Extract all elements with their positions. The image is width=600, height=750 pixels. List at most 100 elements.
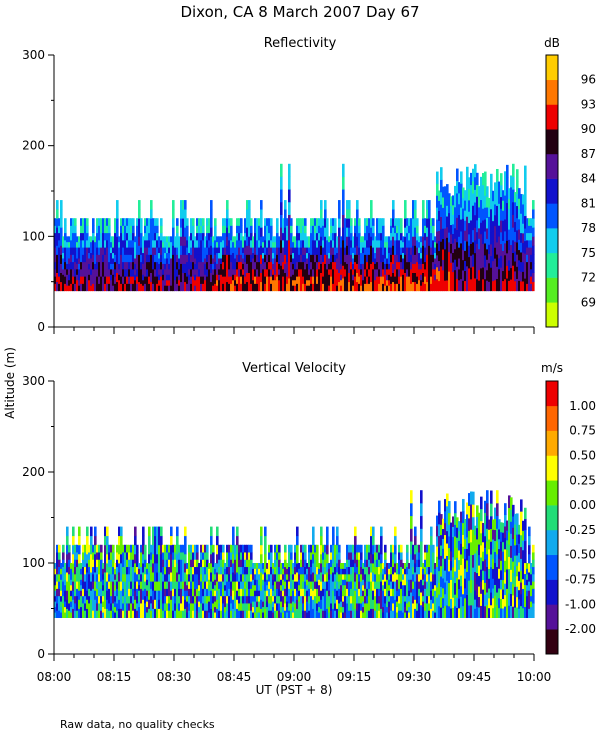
data-cell: [212, 566, 215, 575]
data-cell: [124, 588, 127, 597]
data-cell: [248, 559, 251, 568]
data-cell: [358, 239, 361, 248]
data-cell: [400, 232, 403, 241]
data-cell: [160, 268, 163, 277]
data-cell: [440, 565, 443, 577]
data-cell: [172, 254, 175, 264]
data-cell: [518, 280, 521, 292]
data-cell: [76, 552, 79, 560]
data-column: [462, 187, 465, 292]
data-cell: [324, 245, 327, 255]
data-cell: [154, 535, 157, 546]
data-cell: [396, 601, 399, 608]
data-cell: [268, 218, 271, 226]
data-cell: [370, 209, 373, 219]
data-cell: [518, 259, 521, 271]
data-column: [170, 526, 173, 618]
data-column: [156, 526, 159, 618]
data-cell: [60, 568, 63, 575]
data-column: [386, 236, 389, 292]
data-cell: [406, 276, 409, 284]
data-cell: [312, 276, 315, 284]
data-cell: [296, 535, 299, 546]
data-cell: [168, 566, 171, 575]
data-column: [158, 236, 161, 292]
data-cell: [232, 258, 235, 264]
data-cell: [102, 579, 105, 586]
data-column: [88, 236, 91, 292]
data-cell: [390, 559, 393, 568]
data-cell: [154, 581, 157, 591]
data-cell: [346, 559, 349, 568]
data-cell: [140, 610, 143, 618]
data-cell: [360, 236, 363, 243]
data-cell: [64, 584, 67, 591]
data-cell: [438, 280, 441, 292]
data-cell: [94, 599, 97, 609]
data-cell: [414, 209, 417, 219]
data-cell: [374, 552, 377, 560]
data-cell: [68, 544, 71, 553]
data-cell: [442, 197, 445, 208]
data-cell: [106, 544, 109, 555]
data-cell: [278, 603, 281, 611]
data-cell: [228, 276, 231, 284]
data-cell: [444, 217, 447, 229]
data-cell: [130, 544, 133, 553]
data-cell: [214, 584, 217, 591]
data-cell: [204, 544, 207, 553]
data-cell: [400, 595, 403, 604]
data-cell: [202, 232, 205, 241]
data-cell: [434, 590, 437, 597]
data-cell: [432, 254, 435, 263]
data-cell: [246, 544, 249, 553]
data-cell: [514, 201, 517, 213]
data-cell: [120, 544, 123, 555]
data-column: [258, 563, 261, 618]
data-cell: [306, 241, 309, 248]
data-cell: [92, 544, 95, 553]
data-cell: [270, 232, 273, 241]
data-column: [192, 218, 195, 292]
data-cell: [54, 584, 57, 591]
data-cell: [438, 260, 441, 272]
data-cell: [518, 270, 521, 281]
data-column: [400, 544, 403, 618]
data-cell: [112, 603, 115, 611]
data-cell: [296, 254, 299, 263]
data-cell: [240, 595, 243, 604]
data-cell: [122, 603, 125, 611]
data-cell: [504, 183, 507, 196]
data-cell: [218, 581, 221, 589]
data-cell: [210, 544, 213, 555]
data-cell: [94, 572, 97, 582]
data-cell: [308, 279, 311, 286]
data-column: [172, 544, 175, 618]
data-cell: [56, 566, 59, 575]
data-cell: [228, 566, 231, 575]
data-cell: [114, 612, 117, 618]
data-cell: [286, 579, 289, 586]
data-cell: [202, 544, 205, 553]
data-cell: [532, 209, 535, 219]
data-cell: [344, 573, 347, 580]
data-column: [366, 218, 369, 292]
data-cell: [208, 239, 211, 248]
data-cell: [332, 261, 335, 270]
data-cell: [278, 241, 281, 248]
data-cell: [412, 209, 415, 219]
data-column: [454, 501, 457, 618]
data-cell: [328, 252, 331, 259]
data-cell: [58, 559, 61, 568]
data-cell: [448, 261, 451, 272]
data-cell: [152, 572, 155, 582]
data-cell: [466, 548, 469, 561]
data-cell: [88, 241, 91, 248]
data-cell: [278, 268, 281, 275]
data-cell: [214, 225, 217, 234]
data-cell: [500, 208, 503, 221]
data-cell: [196, 581, 199, 589]
data-cell: [328, 274, 331, 281]
data-cell: [394, 599, 397, 609]
data-cell: [278, 588, 281, 597]
